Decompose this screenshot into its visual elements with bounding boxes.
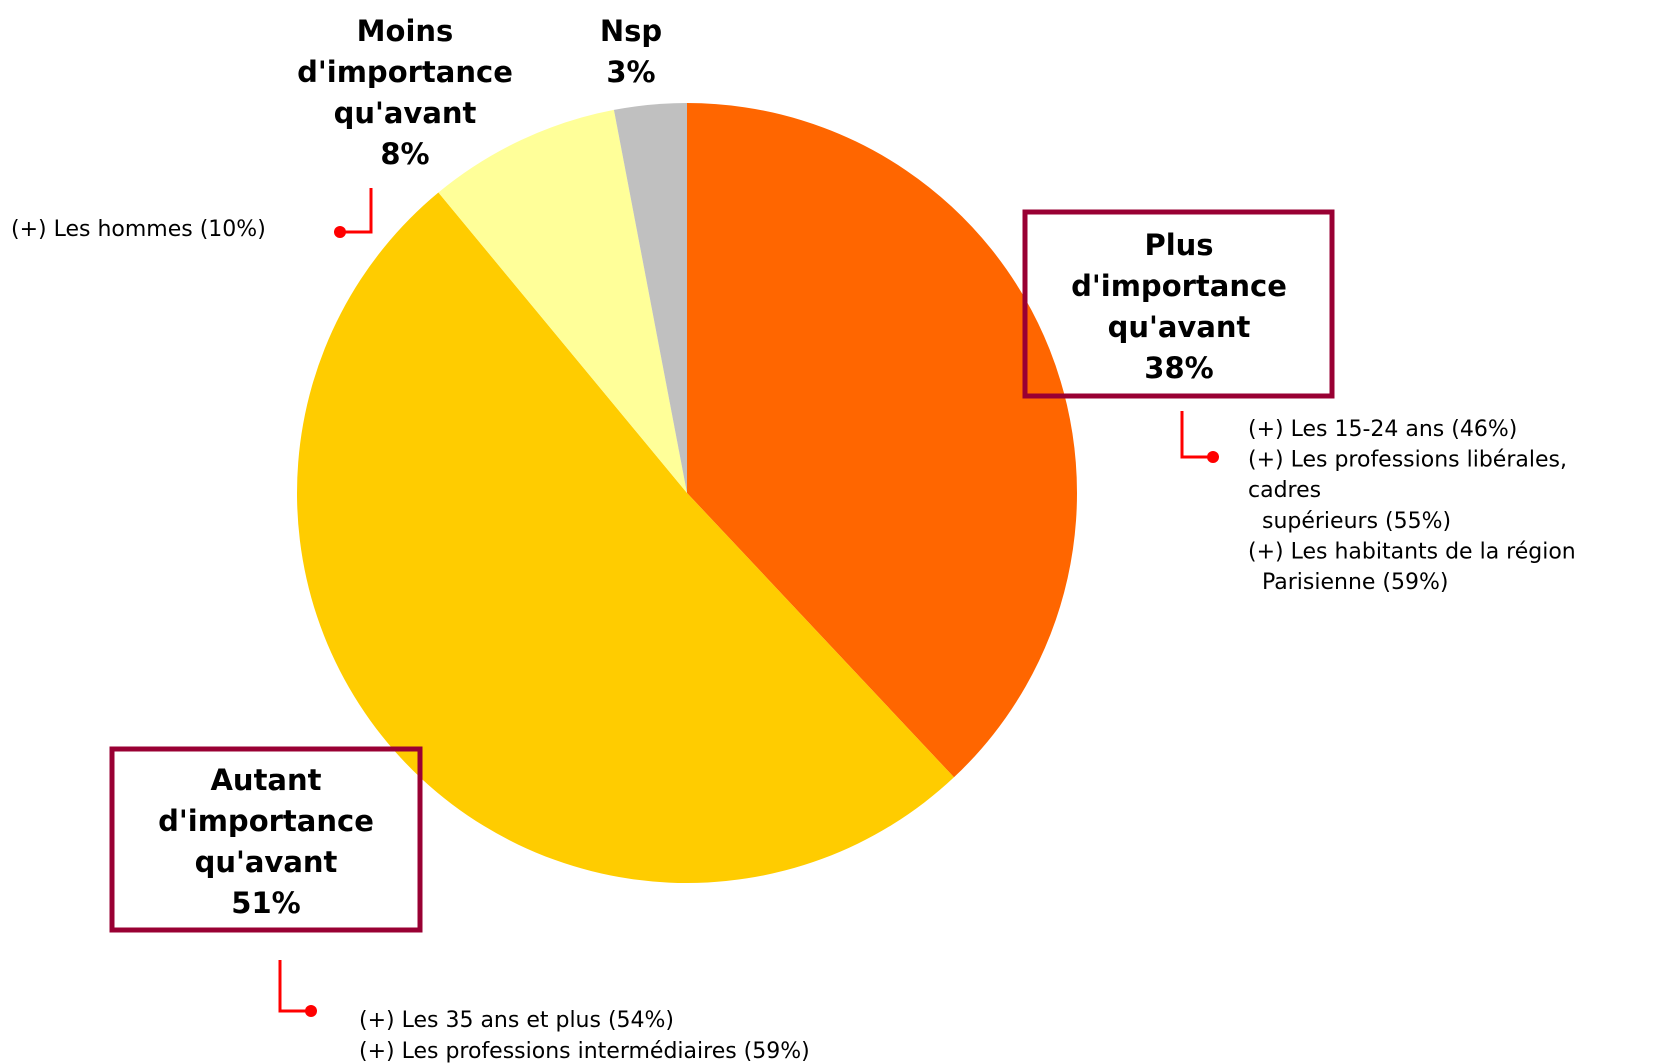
- label-box: [109, 746, 423, 933]
- connector-dot: [1207, 451, 1219, 463]
- connector: [278, 960, 311, 1013]
- annotation: (+) Les professions intermédiaires (59%): [359, 1039, 810, 1064]
- slice-label: Nsp: [599, 14, 663, 48]
- pie-slice: [297, 192, 954, 883]
- annotation: (+) Les 15-24 ans (46%): [1248, 417, 1517, 442]
- connector: [340, 188, 373, 234]
- annotation: (+) Les professions libérales,: [1248, 448, 1567, 473]
- slice-value-label: 38%: [1144, 351, 1214, 385]
- annotation: (+) Les 35 ans et plus (54%): [359, 1008, 674, 1033]
- annotation: (+) Les habitants de la région: [1248, 539, 1576, 564]
- slice-label: Autant d'importance qu'avant: [158, 763, 374, 879]
- label-box: [1022, 209, 1335, 399]
- pie-slice: [687, 103, 1078, 778]
- pie-slice: [438, 109, 687, 494]
- pie-slice: [613, 103, 687, 493]
- annotation: supérieurs (55%): [1248, 509, 1451, 534]
- connector-dot: [305, 1005, 317, 1017]
- slice-label: Moins d'importance qu'avant: [297, 14, 513, 130]
- slice-value-label: 51%: [231, 886, 301, 920]
- annotation: cadres: [1248, 478, 1321, 503]
- connector-dot: [334, 226, 346, 238]
- annotation: (+) Les hommes (10%): [11, 217, 266, 242]
- slice-value-label: 3%: [606, 55, 656, 89]
- slice-label: Plus d'importance qu'avant: [1071, 228, 1287, 344]
- slice-value-label: 8%: [380, 137, 430, 171]
- annotation: Parisienne (59%): [1248, 570, 1449, 595]
- connector: [1180, 411, 1213, 459]
